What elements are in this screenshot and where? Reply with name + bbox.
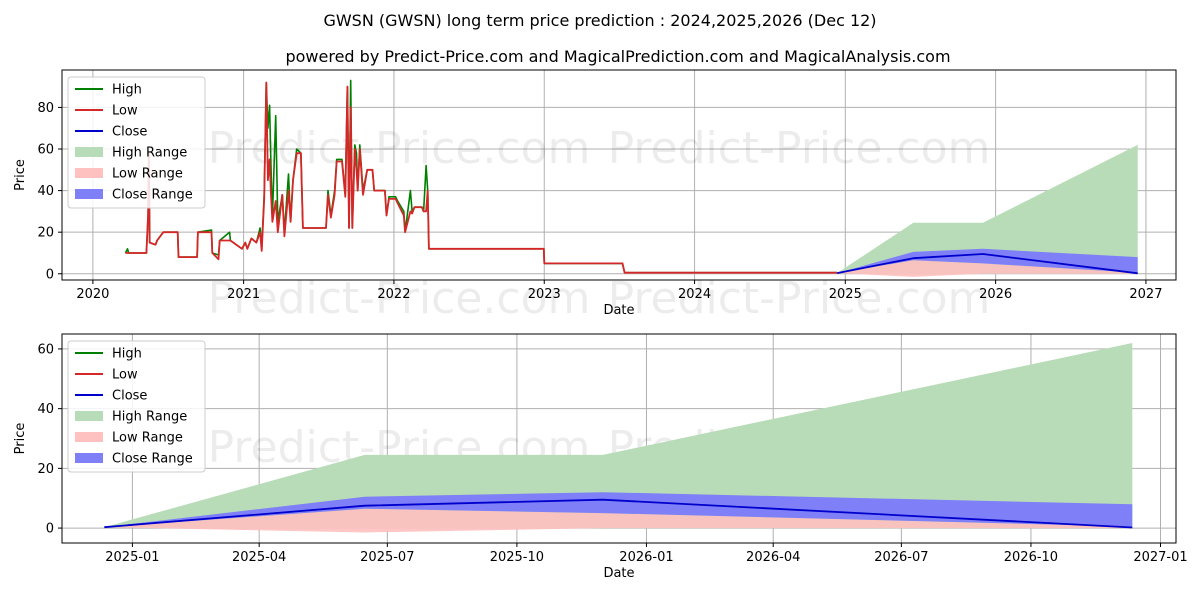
- close-forecast-line: [836, 253, 1138, 275]
- x-tick-label: 2021: [227, 287, 260, 302]
- axes-frame: [61, 69, 1177, 281]
- y-tick-label: 60: [37, 143, 54, 158]
- close-forecast-line: [104, 498, 1133, 529]
- legend-swatch-patch: [75, 453, 103, 463]
- legend-label: High Range: [112, 146, 187, 161]
- legend-label: Low: [112, 104, 138, 119]
- x-tick-label: 2025: [829, 287, 862, 302]
- y-tick-label: 20: [37, 462, 54, 477]
- top-panel: Predict-Price.com Predict-Price.com Predic…: [13, 69, 1177, 324]
- low-range-band: [104, 508, 1133, 533]
- legend-label: Low: [112, 368, 138, 383]
- legend-label: High: [112, 347, 142, 362]
- low-range-band: [837, 260, 1138, 277]
- legend-label: Close: [112, 389, 147, 404]
- low-series-line: [125, 81, 838, 274]
- high-range-band: [837, 144, 1138, 274]
- x-tick-label: 2025-01: [105, 550, 159, 565]
- high-series-line: [124, 79, 838, 274]
- x-tick-label: 2024: [678, 287, 711, 302]
- x-tick-label: 2025-07: [360, 550, 414, 565]
- legend-label: Close: [112, 125, 147, 140]
- chart-title: GWSN (GWSN) long term price prediction :…: [323, 11, 876, 30]
- watermark-text: Predict-Price.com: [608, 273, 991, 324]
- x-tick-label: 2020: [76, 287, 109, 302]
- legend-swatch-patch: [75, 411, 103, 421]
- legend-label: High: [112, 83, 142, 98]
- legend-swatch-patch: [75, 432, 103, 442]
- y-tick-label: 20: [37, 226, 54, 241]
- x-axis-label: Date: [603, 566, 634, 581]
- chart-subtitle: powered by Predict-Price.com and Magical…: [285, 47, 950, 66]
- watermark-text: Predict-Price.com: [208, 273, 591, 324]
- legend: High Low Close High Range Low Range Close Ran…: [67, 76, 206, 209]
- x-tick-label: 2026: [979, 287, 1012, 302]
- x-tick-label: 2026-04: [746, 550, 800, 565]
- close-range-band: [837, 248, 1138, 274]
- x-axis-label: Date: [603, 303, 634, 318]
- plot-area: [104, 343, 1133, 533]
- x-tick-label: 2027-01: [1133, 550, 1187, 565]
- x-tick-label: 2022: [377, 287, 410, 302]
- watermark-text: Predict-Price.com: [608, 123, 991, 174]
- legend-label: High Range: [112, 410, 187, 425]
- y-tick-label: 40: [37, 402, 54, 417]
- x-tick-label: 2027: [1129, 287, 1162, 302]
- legend-label: Close Range: [112, 452, 193, 467]
- legend-swatch-patch: [75, 147, 103, 157]
- close-range-band: [104, 492, 1133, 528]
- high-range-band: [104, 343, 1133, 529]
- axes-frame: [61, 333, 1177, 544]
- x-tick-label: 2023: [528, 287, 561, 302]
- y-tick-label: 0: [46, 522, 54, 537]
- x-tick-label: 2025-04: [232, 550, 286, 565]
- y-tick-label: 0: [46, 267, 54, 282]
- legend-label: Close Range: [112, 188, 193, 203]
- legend-swatch-patch: [75, 189, 103, 199]
- y-axis-label: Price: [13, 159, 28, 191]
- legend-label: Low Range: [112, 431, 183, 446]
- x-tick-label: 2026-10: [1004, 550, 1058, 565]
- x-tick-label: 2026-01: [619, 550, 673, 565]
- x-tick-label: 2026-07: [874, 550, 928, 565]
- legend: High Low Close High Range Low Range Close Ran…: [67, 340, 206, 473]
- y-tick-label: 60: [37, 342, 54, 357]
- legend-swatch-patch: [75, 168, 103, 178]
- plot-area: [124, 79, 1138, 277]
- bottom-panel: Predict-Price.comPredict-Price.com2025-0…: [13, 333, 1188, 581]
- y-tick-label: 80: [37, 101, 54, 116]
- y-axis-label: Price: [13, 423, 28, 455]
- y-tick-label: 40: [37, 184, 54, 199]
- legend-label: Low Range: [112, 167, 183, 182]
- x-tick-label: 2025-10: [490, 550, 544, 565]
